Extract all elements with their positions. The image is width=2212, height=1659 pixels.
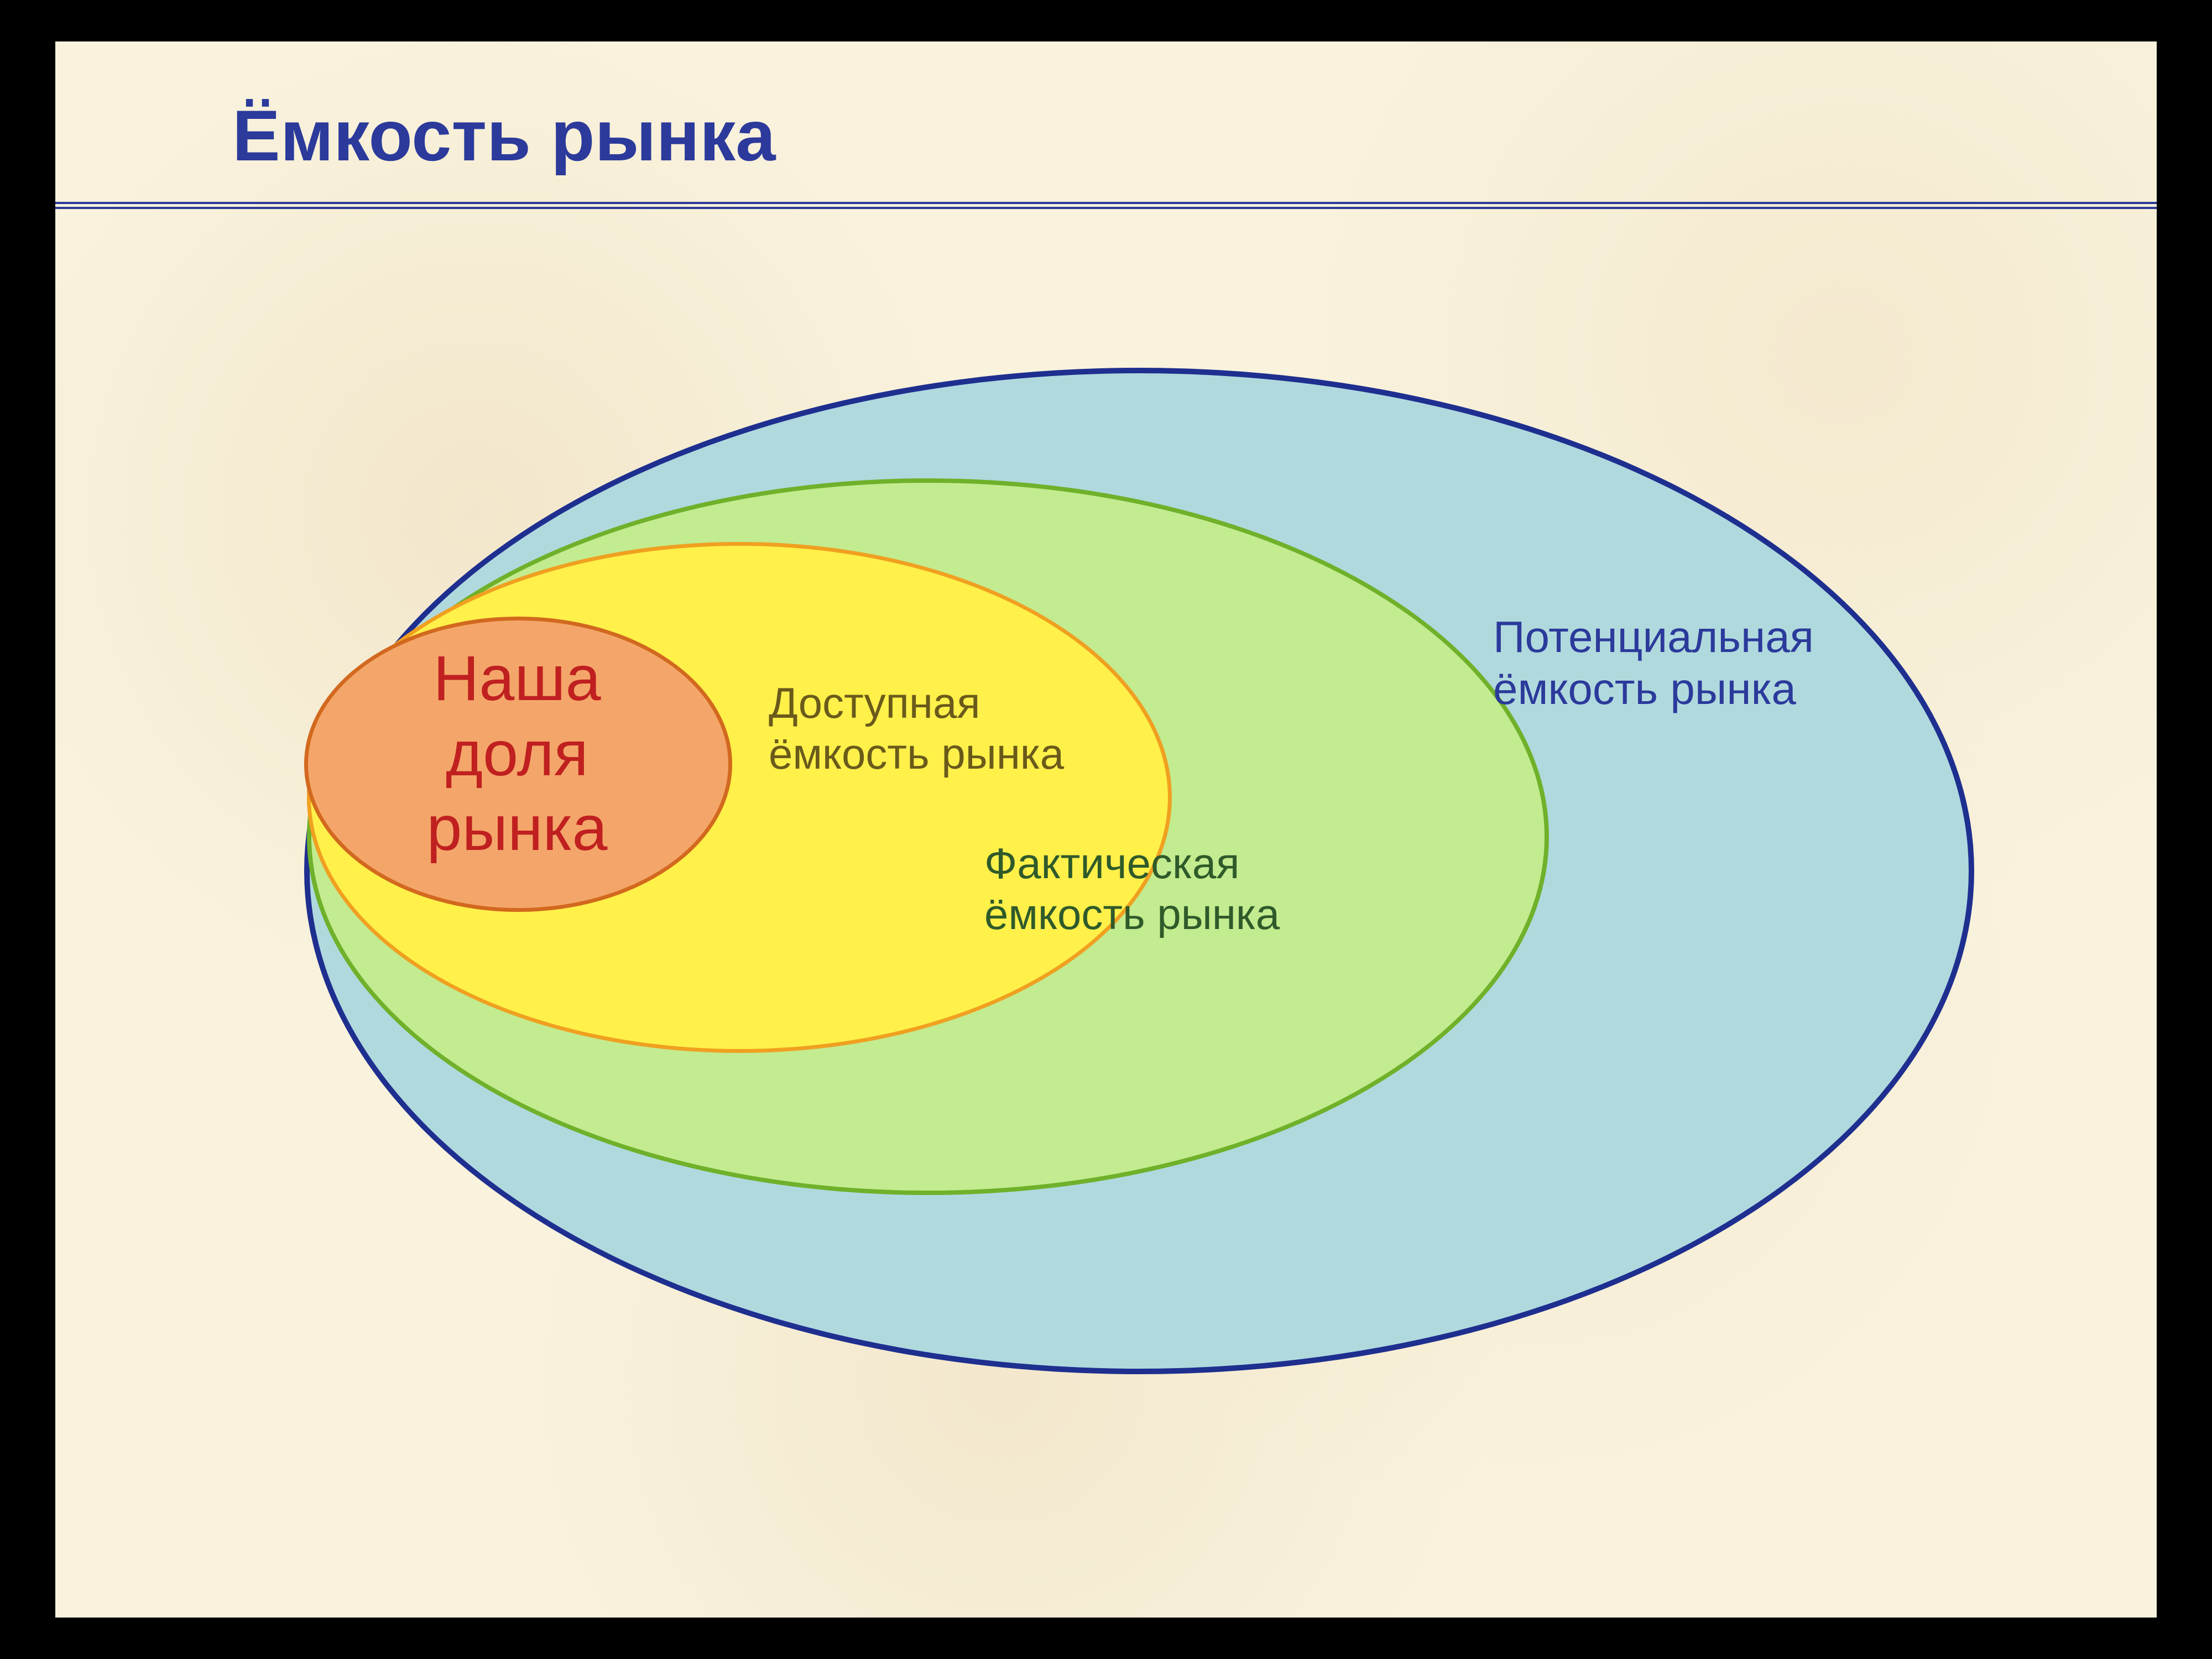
label-potential-line2: ёмкость рынка bbox=[1493, 664, 1796, 713]
label-available-line1: Доступная bbox=[769, 679, 980, 727]
label-actual: Фактическаяёмкость рынка bbox=[984, 838, 1280, 940]
label-ours-line3: рынка bbox=[427, 793, 608, 864]
label-available: Доступнаяёмкость рынка bbox=[769, 677, 1064, 779]
slide: Ёмкость рынка Потенциальнаяёмкость рынка… bbox=[55, 41, 2157, 1618]
label-ours-line2: доля bbox=[446, 718, 588, 789]
label-actual-line2: ёмкость рынка bbox=[984, 890, 1280, 938]
label-ours: Нашадолярынка bbox=[398, 641, 636, 867]
market-capacity-diagram: Потенциальнаяёмкость рынка Фактическаяём… bbox=[55, 41, 2157, 1618]
label-available-line2: ёмкость рынка bbox=[769, 729, 1064, 778]
label-actual-line1: Фактическая bbox=[984, 839, 1239, 888]
label-ours-line1: Наша bbox=[433, 643, 601, 714]
label-potential: Потенциальнаяёмкость рынка bbox=[1493, 611, 1814, 716]
label-potential-line1: Потенциальная bbox=[1493, 612, 1814, 661]
